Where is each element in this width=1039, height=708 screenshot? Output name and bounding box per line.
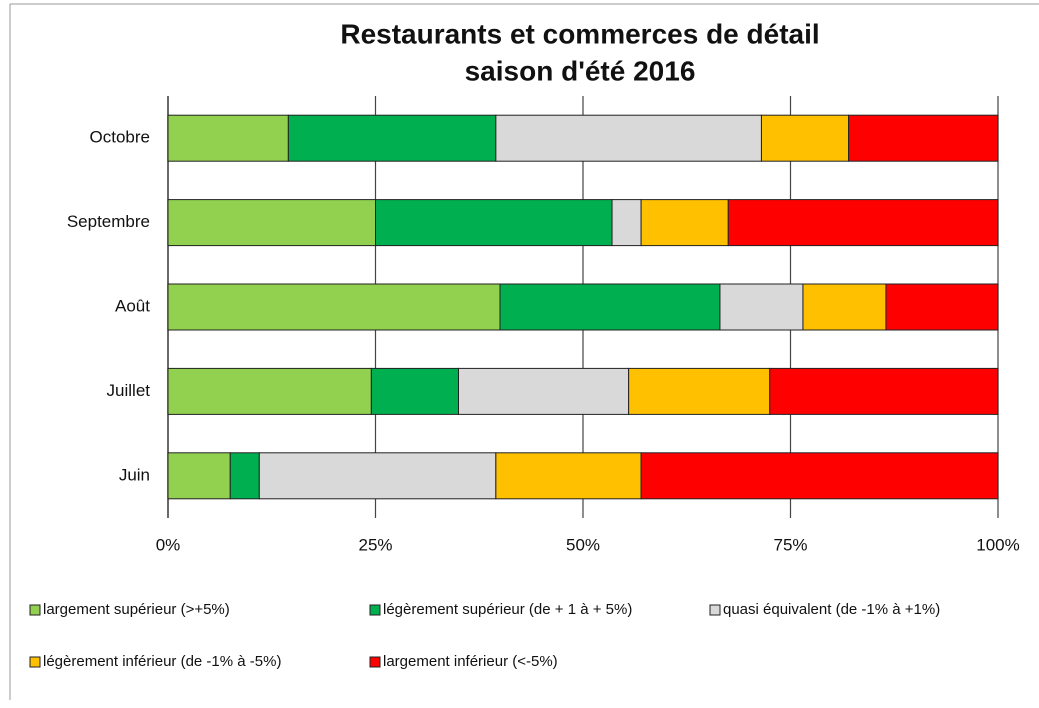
bar-segment xyxy=(769,367,999,415)
y-tick-label: Septembre xyxy=(67,212,150,231)
bar-segment xyxy=(719,283,804,331)
x-tick-label: 25% xyxy=(358,535,392,554)
bar-segment xyxy=(167,367,372,415)
legend-label: légèrement supérieur (de + 1 à + 5%) xyxy=(383,601,632,618)
x-tick-label: 100% xyxy=(976,535,1019,554)
bar-segment xyxy=(495,114,762,162)
bar-segment xyxy=(258,452,497,500)
bar-segment xyxy=(495,452,642,500)
bar-segment xyxy=(628,367,771,415)
legend-label: largement inférieur (<-5%) xyxy=(383,653,558,670)
bar-segment xyxy=(229,452,260,500)
legend-swatch xyxy=(369,604,381,616)
x-tick-label: 0% xyxy=(156,535,181,554)
legend-swatch xyxy=(369,656,381,668)
bar-segment xyxy=(640,199,729,247)
y-tick-label: Octobre xyxy=(90,128,150,147)
bar-segment xyxy=(167,199,376,247)
y-tick-label: Juillet xyxy=(107,381,151,400)
bar-segment xyxy=(167,283,501,331)
bar-segment xyxy=(458,367,630,415)
bar-segment xyxy=(499,283,721,331)
bar-segment xyxy=(802,283,887,331)
legend-swatch xyxy=(709,604,721,616)
y-tick-label: Juin xyxy=(119,465,150,484)
bar-segment xyxy=(885,283,999,331)
legend-swatch xyxy=(29,656,41,668)
bar-segment xyxy=(287,114,497,162)
legend-label: quasi équivalent (de -1% à +1%) xyxy=(723,601,940,618)
bar-segment xyxy=(727,199,999,247)
y-tick-label: Août xyxy=(115,296,150,315)
bar-segment xyxy=(640,452,999,500)
legend-label: légèrement inférieur (de -1% à -5%) xyxy=(43,653,281,670)
bar-segment xyxy=(848,114,999,162)
legend-swatch xyxy=(29,604,41,616)
chart-subtitle: saison d'été 2016 xyxy=(465,55,696,86)
x-tick-label: 75% xyxy=(773,535,807,554)
chart-title: Restaurants et commerces de détail xyxy=(340,18,819,49)
bar-segment xyxy=(611,199,642,247)
bar-segment xyxy=(167,114,289,162)
bar-segment xyxy=(370,367,460,415)
legend-label: largement supérieur (>+5%) xyxy=(43,601,230,618)
bar-segment xyxy=(760,114,850,162)
x-tick-label: 50% xyxy=(566,535,600,554)
bar-segment xyxy=(375,199,613,247)
bar-segment xyxy=(167,452,231,500)
